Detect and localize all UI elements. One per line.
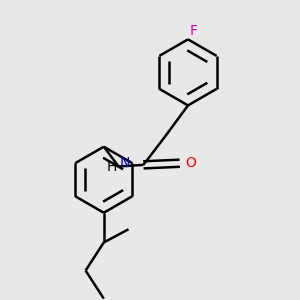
Text: O: O [186,156,196,170]
Text: F: F [190,24,198,38]
Text: N: N [119,155,130,170]
Text: H: H [106,160,117,173]
